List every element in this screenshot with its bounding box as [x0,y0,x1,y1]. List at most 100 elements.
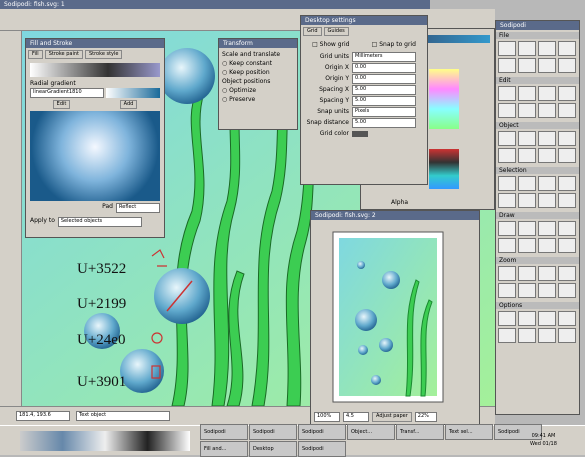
tool-button[interactable] [518,193,536,208]
tab[interactable]: Grid [303,27,322,36]
tool-button[interactable] [558,193,576,208]
tool-button[interactable] [498,221,516,236]
tool-button[interactable] [538,238,556,253]
option[interactable]: Preserve [229,96,256,103]
tool-button[interactable] [498,176,516,191]
option[interactable]: Keep constant [229,60,272,67]
tool-button[interactable] [498,283,516,298]
input[interactable]: 5.00 [352,84,416,95]
tab[interactable]: Stroke paint [44,50,83,59]
tab[interactable]: Guides [323,27,349,36]
task-button[interactable]: Transf... [396,424,444,440]
apply-select[interactable]: Selected objects [57,217,142,227]
tool-button[interactable] [538,266,556,281]
task-button[interactable]: Sodipodi [200,424,248,440]
tool-button[interactable] [498,311,516,326]
color-sliders[interactable] [429,149,459,189]
tool-button[interactable] [538,103,556,118]
tool-button[interactable] [518,103,536,118]
glyph-label: U+24e0 [77,332,125,348]
tab[interactable]: Fill [28,50,43,59]
checkbox[interactable]: Snap to grid [379,41,416,48]
tool-button[interactable] [498,148,516,163]
tool-button[interactable] [518,86,536,101]
tool-button[interactable] [558,148,576,163]
button[interactable]: Adjust paper [372,412,412,422]
tool-button[interactable] [558,221,576,236]
tool-button[interactable] [518,328,536,343]
toolbox-section: Zoom [496,257,579,264]
task-button[interactable]: Sodipodi [249,424,297,440]
tool-button[interactable] [518,283,536,298]
gradient-select[interactable]: linearGradient1810 [30,88,104,98]
tool-button[interactable] [518,131,536,146]
input[interactable]: 5.00 [352,117,416,128]
tool-button[interactable] [558,311,576,326]
pager[interactable] [20,431,190,451]
task-button[interactable]: Sodipodi [494,424,542,440]
tool-button[interactable] [558,238,576,253]
task-button[interactable]: Object... [347,424,395,440]
tool-button[interactable] [558,328,576,343]
tool-button[interactable] [558,86,576,101]
tool-button[interactable] [538,311,556,326]
zoom-field[interactable]: 22% [414,412,437,422]
task-button[interactable]: Text sel... [445,424,493,440]
input[interactable]: 5.00 [352,95,416,106]
tool-button[interactable] [558,266,576,281]
tool-button[interactable] [538,86,556,101]
tool-button[interactable] [518,176,536,191]
tool-button[interactable] [558,41,576,56]
tool-button[interactable] [538,283,556,298]
tool-button[interactable] [518,221,536,236]
tool-button[interactable] [498,131,516,146]
tool-button[interactable] [498,238,516,253]
tool-button[interactable] [498,193,516,208]
color-button[interactable] [352,130,368,137]
tool-button[interactable] [498,86,516,101]
button[interactable]: Edit [52,100,71,109]
tool-button[interactable] [498,103,516,118]
checkbox[interactable]: Show grid [319,41,350,48]
input[interactable]: Pixels [352,106,416,117]
input[interactable]: 0.00 [352,73,416,84]
tool-button[interactable] [558,176,576,191]
option[interactable]: Optimize [229,87,257,94]
tool-button[interactable] [538,148,556,163]
tool-button[interactable] [498,328,516,343]
tool-button[interactable] [518,41,536,56]
fill-type-buttons[interactable] [30,63,160,77]
option[interactable]: Keep position [229,69,270,76]
spread-select[interactable]: Reflect [116,203,160,213]
tool-button[interactable] [558,103,576,118]
tool-button[interactable] [498,266,516,281]
tool-button[interactable] [538,221,556,236]
tool-button[interactable] [538,193,556,208]
tool-button[interactable] [518,148,536,163]
grid-dialog: Desktop settings Grid Guides □ Show grid □… [300,15,428,185]
tool-button[interactable] [558,58,576,73]
input[interactable]: 0.00 [352,62,416,73]
tool-button[interactable] [538,41,556,56]
tool-button[interactable] [558,131,576,146]
tool-button[interactable] [558,283,576,298]
tool-button[interactable] [498,41,516,56]
window-title: Sodipodi: fish.svg: 1 [4,1,65,8]
tool-button[interactable] [518,266,536,281]
gradient-editor[interactable] [30,111,160,201]
tool-button[interactable] [538,176,556,191]
tool-button[interactable] [518,238,536,253]
tool-button[interactable] [498,58,516,73]
tool-button[interactable] [538,58,556,73]
task-button[interactable]: Sodipodi [298,424,346,440]
tool-button[interactable] [538,131,556,146]
coords: 4.5 [343,412,369,422]
color-sliders[interactable] [429,69,459,129]
input[interactable]: Millimeters [352,51,416,62]
tool-button[interactable] [518,58,536,73]
tool-button[interactable] [518,311,536,326]
tab[interactable]: Stroke style [84,50,123,59]
button[interactable]: Add [119,100,138,109]
zoom: 100% [314,412,340,422]
tool-button[interactable] [538,328,556,343]
